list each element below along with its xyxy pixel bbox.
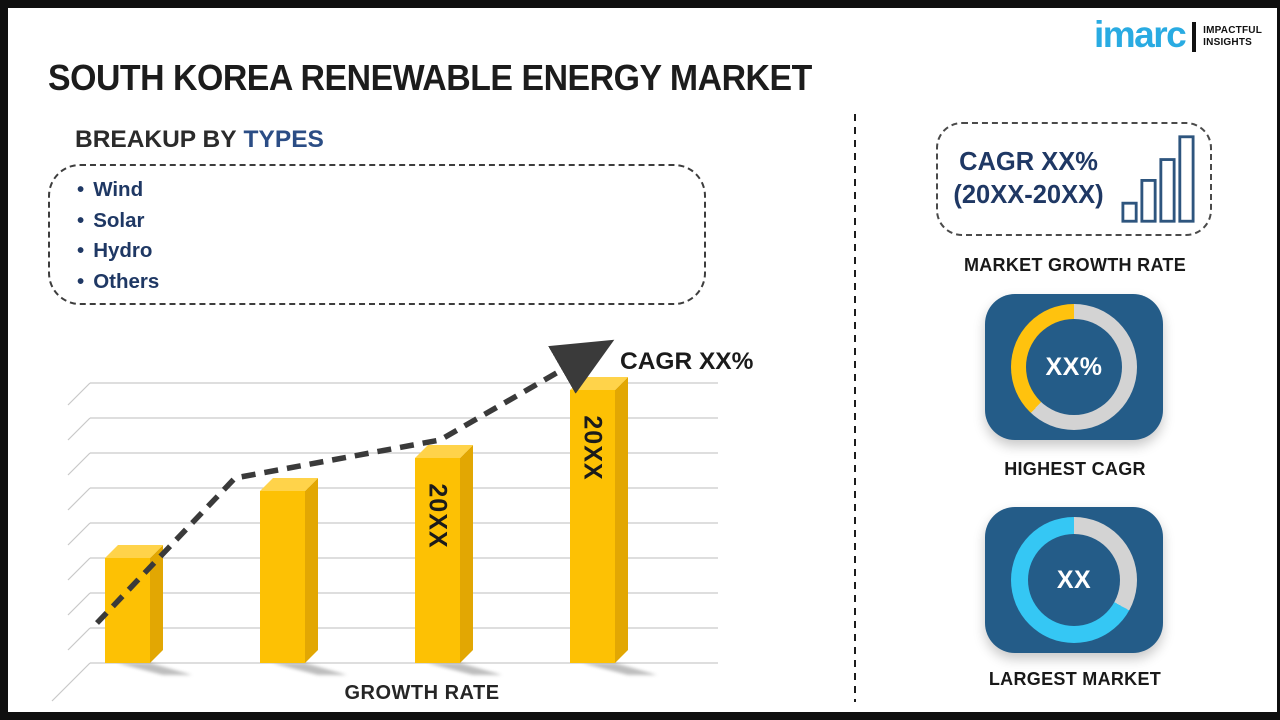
donut-hole [1028,534,1120,626]
largest-market-caption: LARGEST MARKET [988,669,1162,689]
cagr-summary-text: CAGR XX% (20XX-20XX) [953,146,1103,211]
logo-tagline-line2: INSIGHTS [1203,36,1252,48]
page-title: SOUTH KOREA RENEWABLE ENERGY MARKET [48,57,812,98]
svg-text:GROWTH RATE: GROWTH RATE [344,682,499,704]
type-item-hydro: Hydro [77,236,704,267]
largest-market-donut: XX [1011,517,1137,643]
breakup-heading: BREAKUP BY TYPES [75,126,324,154]
breakup-heading-highlight: TYPES [243,126,324,153]
growth-bar-chart: 20XX 20XX CAGR XX% GROWTH RATE [51,339,754,704]
imarc-logo: imarc IMPACTFUL INSIGHTS [1094,16,1262,53]
highest-cagr-value: XX% [1045,352,1103,381]
section-divider [854,114,856,702]
highest-cagr-caption: HIGHEST CAGR [1004,459,1146,479]
type-item-solar: Solar [77,206,704,237]
donut-hole [1026,319,1122,415]
logo-divider-bar [1192,21,1197,52]
logo-tagline: IMPACTFUL INSIGHTS [1203,25,1262,49]
cagr-line2: (20XX-20XX) [953,181,1104,209]
types-box: Wind Solar Hydro Others [48,164,706,305]
growth-bars-icon [1121,135,1195,223]
logo-tagline-line1: IMPACTFUL [1203,24,1262,36]
largest-market-card: XX [985,507,1163,653]
types-list: Wind Solar Hydro Others [50,166,704,297]
highest-cagr-card: XX% [985,294,1163,440]
svg-text:20XX: 20XX [579,415,607,480]
svg-text:20XX: 20XX [424,483,452,548]
type-item-others: Others [77,267,704,298]
cagr-summary-box: CAGR XX% (20XX-20XX) [936,122,1212,236]
breakup-heading-prefix: BREAKUP BY [75,126,237,153]
type-item-wind: Wind [77,175,704,206]
cagr-line1: CAGR XX% [959,148,1098,177]
largest-market-value: XX [1056,565,1092,594]
market-growth-rate-caption: MARKET GROWTH RATE [963,255,1187,275]
imarc-logo-text: imarc [1093,14,1187,55]
highest-cagr-donut: XX% [1011,304,1137,430]
svg-text:CAGR XX%: CAGR XX% [620,348,754,375]
